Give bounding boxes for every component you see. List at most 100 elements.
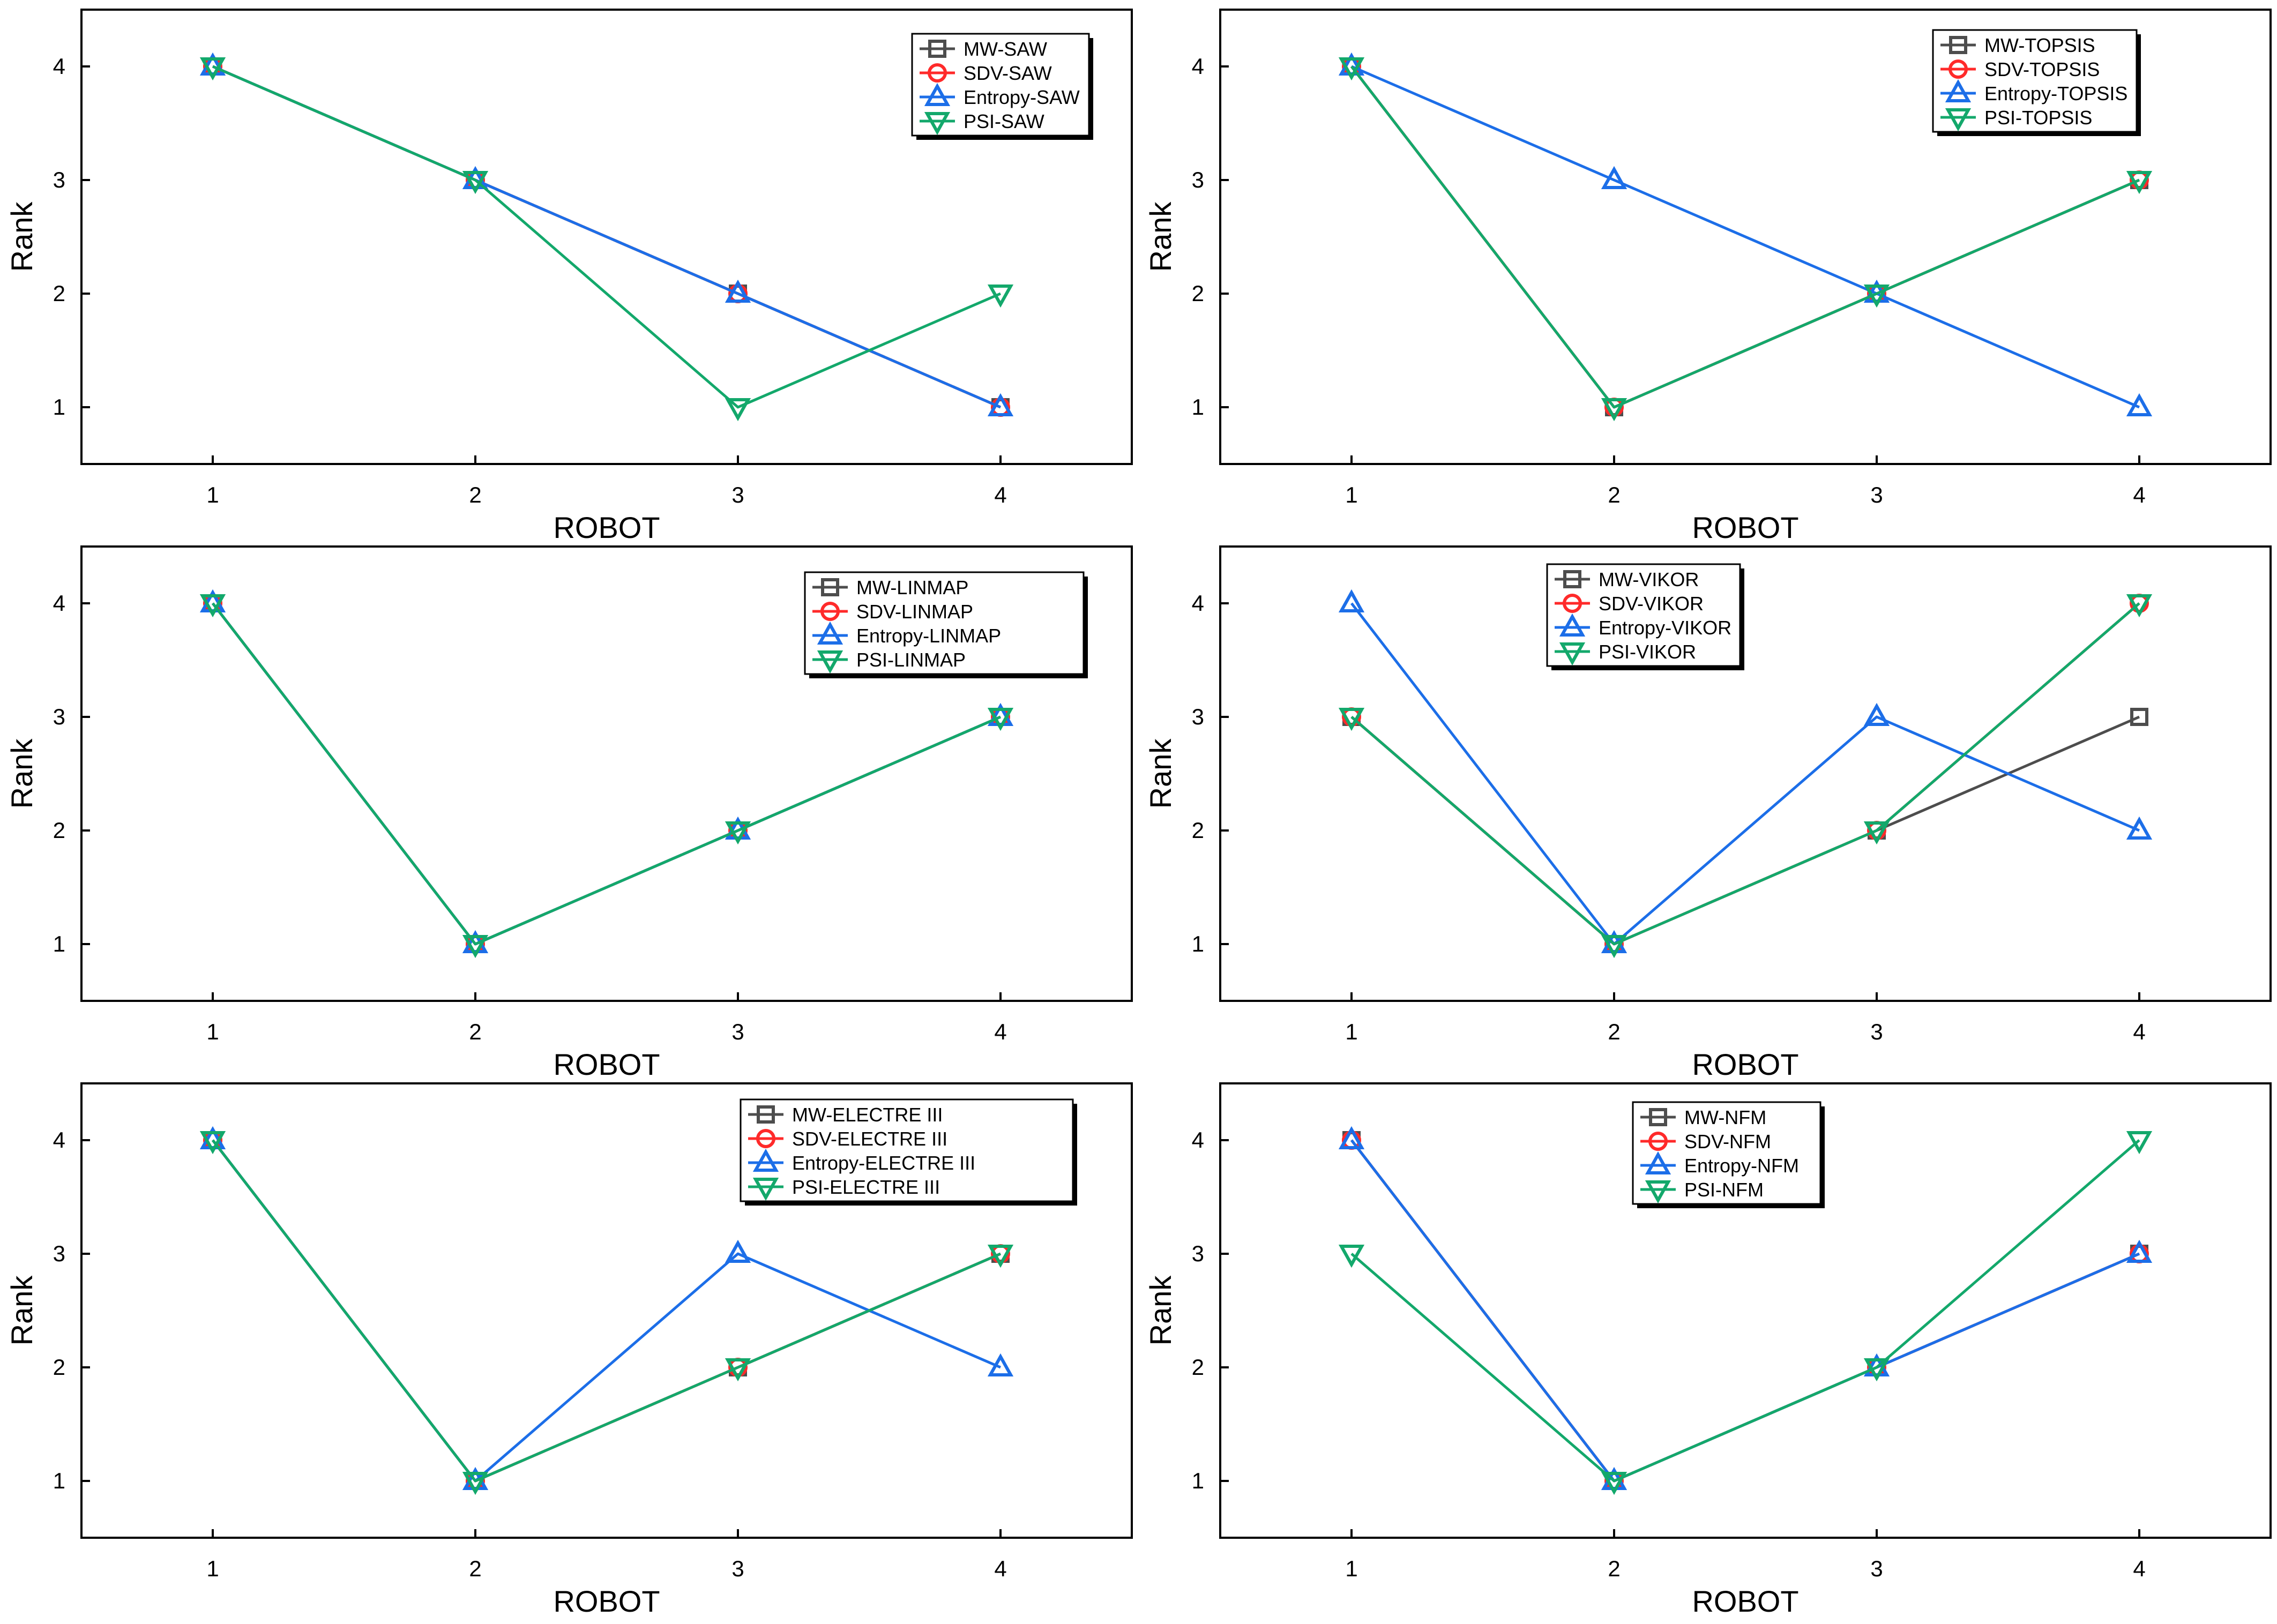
data-point bbox=[1338, 1245, 1365, 1268]
legend-marker bbox=[1559, 613, 1586, 637]
legend-marker bbox=[817, 650, 843, 674]
legend-label: MW-TOPSIS bbox=[1984, 34, 2095, 56]
data-point bbox=[1338, 1126, 1365, 1149]
x-axis-label: ROBOT bbox=[1692, 1047, 1798, 1081]
x-tick-label: 4 bbox=[2133, 1556, 2145, 1581]
legend-entry: MW-ELECTRE III bbox=[748, 1104, 943, 1126]
legend-label: MW-LINMAP bbox=[856, 577, 968, 598]
legend-label: Entropy-NFM bbox=[1684, 1155, 1799, 1177]
y-axis-label: Rank bbox=[1144, 201, 1177, 272]
legend-marker bbox=[928, 63, 947, 83]
x-axis-label: ROBOT bbox=[1692, 511, 1798, 544]
legend-box bbox=[740, 1098, 1074, 1202]
y-tick-label: 2 bbox=[53, 818, 65, 843]
x-axis-label: ROBOT bbox=[553, 1584, 660, 1618]
legend-entry: Entropy-ELECTRE III bbox=[748, 1148, 975, 1174]
y-tick-label: 4 bbox=[1192, 1127, 1204, 1152]
legend-entry: SDV-ELECTRE III bbox=[748, 1128, 947, 1150]
legend-label: MW-VIKOR bbox=[1599, 568, 1699, 590]
y-tick-label: 2 bbox=[1192, 818, 1204, 843]
x-tick-label: 3 bbox=[731, 482, 744, 507]
data-point bbox=[1338, 708, 1365, 731]
legend-marker bbox=[820, 602, 840, 621]
legend-marker bbox=[756, 1129, 775, 1148]
plot-frame bbox=[1219, 545, 2272, 1002]
y-tick-label: 4 bbox=[53, 54, 65, 79]
legend-entry: SDV-VIKOR bbox=[1555, 593, 1704, 615]
data-point bbox=[462, 935, 489, 959]
series-psi-electre-iii bbox=[199, 1131, 1014, 1495]
y-tick-label: 1 bbox=[1192, 931, 1204, 956]
x-tick-label: 2 bbox=[1608, 1019, 1620, 1044]
series-psi-topsis bbox=[1338, 57, 2153, 422]
y-tick-label: 4 bbox=[53, 1127, 65, 1152]
y-tick-label: 1 bbox=[53, 394, 65, 420]
x-tick-label: 1 bbox=[1345, 1556, 1357, 1581]
y-axis-label: Rank bbox=[1144, 1275, 1177, 1346]
series-line bbox=[212, 1139, 1001, 1483]
x-tick-label: 2 bbox=[469, 1019, 481, 1044]
legend-label: MW-ELECTRE III bbox=[792, 1104, 943, 1126]
y-tick-label: 1 bbox=[53, 931, 65, 956]
y-axis-label: Rank bbox=[5, 1275, 39, 1346]
legend-marker bbox=[1559, 642, 1586, 666]
x-tick-label: 4 bbox=[994, 482, 1006, 507]
data-point bbox=[987, 393, 1014, 416]
series-line bbox=[1350, 65, 2140, 409]
legend-entry: PSI-TOPSIS bbox=[1940, 107, 2092, 132]
y-tick-label: 2 bbox=[1192, 1354, 1204, 1380]
x-tick-label: 1 bbox=[1345, 482, 1357, 507]
x-tick-label: 1 bbox=[206, 1556, 219, 1581]
x-tick-label: 3 bbox=[731, 1019, 744, 1044]
legend-label: SDV-VIKOR bbox=[1599, 593, 1704, 615]
x-tick-label: 2 bbox=[1608, 1556, 1620, 1581]
y-tick-label: 1 bbox=[53, 1468, 65, 1493]
data-point bbox=[987, 1353, 1014, 1376]
legend-box bbox=[804, 571, 1085, 675]
legend-label: Entropy-TOPSIS bbox=[1984, 83, 2127, 104]
y-tick-label: 2 bbox=[1192, 281, 1204, 306]
legend-entry: SDV-LINMAP bbox=[812, 601, 973, 623]
legend-marker bbox=[1645, 1151, 1671, 1174]
legend-label: SDV-TOPSIS bbox=[1984, 58, 2100, 80]
legend-marker bbox=[928, 40, 946, 58]
x-tick-label: 4 bbox=[2133, 482, 2145, 507]
data-point bbox=[1863, 1358, 1890, 1382]
legend-label: SDV-ELECTRE III bbox=[792, 1128, 947, 1150]
legend-marker bbox=[1563, 594, 1582, 613]
legend-entry: SDV-TOPSIS bbox=[1940, 58, 2100, 80]
series-psi-saw bbox=[199, 57, 1014, 422]
data-point bbox=[1601, 398, 1628, 422]
x-tick-label: 3 bbox=[1870, 1556, 1883, 1581]
data-point bbox=[1863, 821, 1890, 845]
legend-entry: Entropy-VIKOR bbox=[1555, 613, 1731, 639]
series-line bbox=[1350, 602, 2140, 946]
legend-marker bbox=[757, 1105, 775, 1124]
legend-entry: MW-TOPSIS bbox=[1940, 34, 2095, 56]
x-tick-label: 3 bbox=[731, 1556, 744, 1581]
data-point bbox=[462, 171, 489, 194]
data-point bbox=[1601, 1472, 1628, 1495]
legend: MW-LINMAP SDV-LINMAPEntropy-LINMAPPSI-LIN… bbox=[804, 571, 1088, 678]
legend-label: PSI-LINMAP bbox=[856, 649, 966, 671]
data-point bbox=[2126, 171, 2153, 194]
legend-marker bbox=[1645, 1180, 1671, 1204]
data-point bbox=[1601, 166, 1628, 189]
legend-entry: MW-NFM bbox=[1640, 1106, 1766, 1128]
legend-marker bbox=[1948, 59, 1968, 79]
legend-entry: PSI-ELECTRE III bbox=[748, 1176, 940, 1201]
series-psi-nfm bbox=[1338, 1131, 2153, 1495]
legend-entry: Entropy-TOPSIS bbox=[1940, 79, 2127, 104]
legend-marker bbox=[1945, 79, 1972, 102]
legend-label: SDV-LINMAP bbox=[856, 601, 973, 623]
x-tick-label: 2 bbox=[469, 482, 481, 507]
x-tick-label: 4 bbox=[2133, 1019, 2145, 1044]
data-point bbox=[1863, 285, 1890, 308]
legend-label: Entropy-SAW bbox=[964, 86, 1080, 108]
legend-marker bbox=[924, 112, 951, 136]
y-tick-label: 3 bbox=[1192, 167, 1204, 192]
